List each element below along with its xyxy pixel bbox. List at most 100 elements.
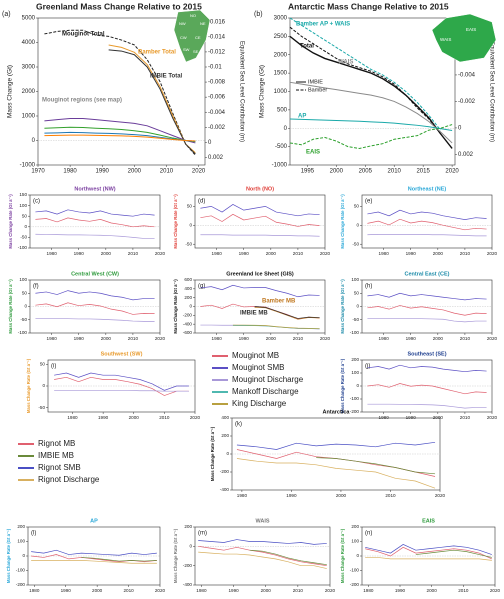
series-line [200, 284, 320, 298]
legend-label: Rignot MB [38, 439, 75, 448]
y-tick-label: 0 [356, 553, 359, 558]
y-tick-label: -200 [220, 469, 230, 474]
y-axis-label: Mass Change Rate (Gt a⁻¹) [340, 194, 345, 249]
panel-label: (f) [33, 284, 39, 290]
y-axis-label: Mass Change (Gt) [7, 65, 14, 118]
y-tick-label: -200 [350, 582, 360, 587]
panel-label: (j) [365, 364, 370, 370]
x-tick-label: 2000 [129, 415, 140, 420]
chart-title: EAIS [422, 518, 435, 524]
y-axis-label: Mass Change Rate (Gt a⁻¹) [8, 194, 13, 249]
series-line [365, 546, 492, 560]
x-tick-label: 1990 [239, 336, 250, 341]
y-tick-label: -200 [350, 409, 360, 414]
chart-title: WAIS [255, 518, 269, 524]
y-tick-label: -100 [350, 568, 360, 573]
y-axis-label: Mass Change Rate (Gt a⁻¹) [8, 279, 13, 334]
map-label: CE [195, 35, 201, 40]
legend-label: King Discharge [232, 399, 287, 408]
series-line [367, 318, 487, 323]
y-tick-label: 5000 [22, 16, 36, 22]
chart-title: North (NO) [246, 186, 274, 192]
series-line [367, 403, 487, 409]
y-tick-label: -50 [185, 241, 192, 246]
series-line [367, 305, 487, 316]
plot-frame [361, 194, 493, 249]
y2-tick-label: -0.008 [208, 80, 226, 86]
x-tick-label: 1990 [395, 588, 406, 593]
y-tick-label: -50 [352, 317, 359, 322]
y2-tick-label: 0.002 [458, 152, 474, 158]
y-tick-label: 1500 [274, 71, 288, 77]
x-tick-label: 2020 [487, 336, 498, 341]
series-line [367, 364, 487, 373]
series-line [200, 213, 320, 227]
x-tick-label: 1990 [406, 251, 417, 256]
series-line [289, 118, 453, 131]
panel: -50 0 50 1980 1990 2000 2010 2020 North (NO) (d) M… [173, 186, 330, 256]
series-line [44, 117, 196, 144]
x-tick-label: 2010 [293, 251, 304, 256]
series-line [367, 234, 487, 237]
series-line [365, 557, 492, 561]
x-tick-label: 1990 [286, 493, 297, 498]
series-line [200, 234, 320, 237]
y-tick-label: 200 [184, 524, 192, 529]
y-tick-label: 100 [351, 539, 359, 544]
x-tick-label: 2010 [160, 169, 174, 175]
y-tick-label: -100 [350, 330, 360, 335]
panel: -400 -200 0 200 400 1980 1990 2000 2010 2020 Antar… [210, 409, 445, 498]
series-label: EAIS [306, 150, 320, 156]
y-tick-label: 3000 [22, 65, 36, 71]
panel-label: (k) [235, 422, 242, 428]
y-tick-label: 200 [17, 524, 25, 529]
map-inset [431, 13, 497, 63]
x-tick-label: 1980 [379, 251, 390, 256]
series-label: Bamber MB [262, 299, 296, 305]
series-line [198, 539, 327, 545]
y-tick-label: -100 [16, 568, 26, 573]
series-line [35, 302, 155, 315]
x-tick-label: 2000 [128, 169, 142, 175]
x-tick-label: 2000 [433, 251, 444, 256]
y-tick-label: -200 [183, 313, 193, 318]
chart-title: Central West (CW) [71, 271, 119, 277]
chart-title: AP [90, 518, 98, 524]
legend-label: Mouginot Discharge [232, 375, 304, 384]
panel-label: (h) [365, 284, 372, 290]
y-tick-label: 0 [32, 138, 36, 144]
y2-tick-label: -0.014 [208, 34, 226, 40]
x-tick-label: 2000 [92, 588, 103, 593]
series-line [236, 441, 436, 450]
y-tick-label: 50 [22, 213, 28, 218]
x-tick-label: 1980 [363, 588, 374, 593]
panel: -100 -50 0 50 100 1980 1990 2000 2010 2020 Central… [340, 271, 497, 341]
x-tick-label: 2000 [266, 336, 277, 341]
y-axis-label: Mass Change Rate (Gt a⁻¹) [340, 358, 345, 413]
x-tick-label: 2010 [460, 415, 471, 420]
x-tick-label: 2010 [293, 336, 304, 341]
y-tick-label: -500 [275, 144, 288, 150]
panel-label: (m) [198, 531, 207, 537]
legend-label: Mouginot SMB [232, 363, 284, 372]
y2-tick-label: -0.012 [208, 50, 226, 56]
panel: -200 -100 0 100 200 1980 1990 2000 2010 2020 AP (l)… [6, 518, 165, 593]
y2-axis-label: Equivalent Sea Level Contribution (m) [238, 41, 244, 142]
series-line [54, 376, 189, 396]
panel: -100 -50 0 50 100 150 1980 1990 2000 2010 2020 Nort… [8, 186, 165, 256]
x-tick-label: 1980 [237, 493, 248, 498]
x-tick-label: 2020 [320, 336, 331, 341]
x-tick-label: 2010 [385, 493, 396, 498]
series-line [44, 29, 196, 156]
panel: -600 -400 -200 0 200 400 600 1980 1990 2000 2010 20… [173, 271, 330, 341]
x-tick-label: 2020 [155, 336, 166, 341]
map-inset [173, 9, 211, 63]
legend-label: Rignot SMB [38, 463, 81, 472]
y-tick-label: 3000 [274, 16, 288, 22]
x-tick-label: 1980 [212, 251, 223, 256]
x-tick-label: 2005 [359, 169, 373, 175]
y-tick-label: 0 [22, 553, 25, 558]
chart-title: Antarctica [323, 409, 351, 415]
y-tick-label: 400 [184, 286, 192, 291]
x-tick-label: 2015 [416, 169, 430, 175]
